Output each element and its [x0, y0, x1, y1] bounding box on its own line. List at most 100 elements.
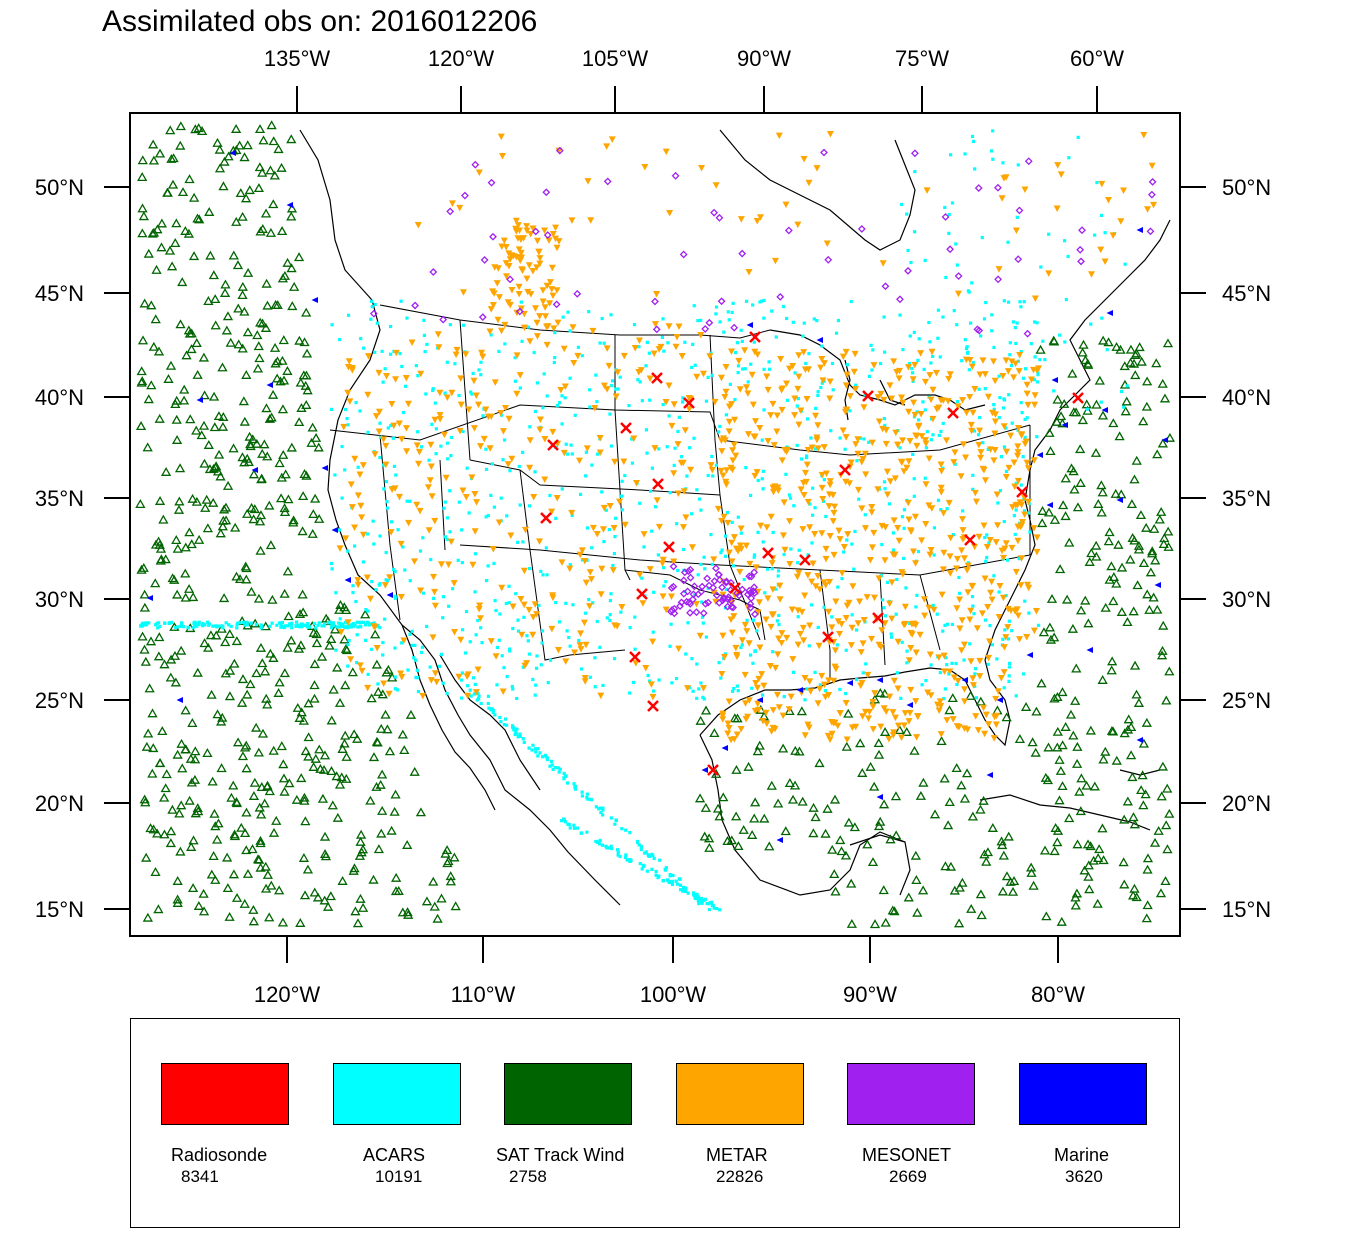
- metar-marker: [499, 152, 507, 160]
- acars-marker: [572, 823, 576, 827]
- sat-track-wind-marker: [370, 629, 381, 639]
- acars-marker: [623, 473, 627, 478]
- acars-marker: [887, 502, 892, 506]
- metar-marker: [992, 695, 1000, 703]
- sat-track-wind-marker: [718, 792, 729, 802]
- acars-marker: [542, 372, 546, 376]
- sat-track-wind-marker: [191, 425, 202, 435]
- acars-marker: [953, 462, 957, 466]
- acars-marker: [998, 489, 1003, 493]
- acars-marker: [648, 398, 652, 402]
- acars-marker: [936, 336, 940, 340]
- acars-marker: [973, 667, 978, 671]
- metar-marker: [611, 458, 619, 466]
- metar-marker: [913, 734, 921, 741]
- metar-marker: [894, 638, 902, 646]
- sat-track-wind-marker: [1070, 900, 1081, 910]
- sat-track-wind-marker: [1049, 514, 1061, 524]
- sat-track-wind-marker: [183, 583, 195, 593]
- acars-marker: [508, 469, 512, 473]
- sat-track-wind-marker: [211, 461, 222, 471]
- acars-marker: [568, 563, 572, 567]
- metar-marker: [719, 472, 727, 480]
- mesonet-marker: [686, 573, 695, 582]
- acars-marker: [296, 623, 300, 627]
- metar-marker: [1117, 218, 1125, 225]
- metar-marker: [918, 433, 926, 440]
- acars-marker: [938, 355, 942, 359]
- metar-marker: [568, 217, 576, 224]
- acars-marker: [607, 527, 611, 532]
- acars-marker: [777, 613, 781, 618]
- acars-marker: [762, 316, 766, 320]
- acars-marker: [928, 340, 932, 344]
- acars-marker: [391, 436, 395, 440]
- sat-track-wind-marker: [239, 152, 250, 162]
- metar-marker: [674, 441, 682, 448]
- acars-marker: [742, 577, 746, 582]
- acars-marker: [503, 438, 507, 442]
- metar-marker: [926, 551, 934, 559]
- acars-marker: [423, 349, 427, 354]
- acars-marker: [923, 476, 927, 480]
- acars-marker: [1032, 378, 1037, 382]
- acars-marker: [568, 826, 572, 830]
- sat-track-wind-marker: [334, 604, 345, 614]
- metar-marker: [868, 544, 876, 551]
- sat-track-wind-marker: [867, 857, 879, 867]
- acars-marker: [354, 400, 358, 405]
- metar-marker: [1012, 568, 1020, 576]
- acars-marker: [675, 522, 679, 526]
- metar-marker: [768, 611, 776, 619]
- acars-marker: [929, 663, 933, 667]
- metar-marker: [999, 373, 1007, 380]
- acars-marker: [714, 312, 718, 316]
- metar-marker: [922, 440, 930, 448]
- sat-track-wind-marker: [360, 609, 371, 619]
- sat-track-wind-marker: [754, 740, 765, 750]
- acars-marker: [562, 777, 566, 781]
- sat-track-wind-marker: [355, 829, 367, 839]
- acars-marker: [412, 656, 416, 660]
- metar-marker: [954, 403, 962, 410]
- acars-marker: [381, 463, 386, 467]
- metar-marker: [632, 660, 640, 667]
- metar-marker: [987, 589, 995, 597]
- sat-track-wind-marker: [1082, 358, 1093, 368]
- metar-marker: [971, 543, 979, 551]
- acars-marker: [507, 601, 511, 605]
- acars-marker: [955, 263, 959, 267]
- sat-track-wind-marker: [137, 335, 149, 345]
- acars-marker: [393, 675, 397, 679]
- acars-marker: [268, 624, 272, 628]
- sat-track-wind-marker: [229, 831, 241, 841]
- acars-marker: [912, 494, 916, 498]
- metar-marker: [935, 654, 943, 661]
- mesonet-marker: [446, 207, 455, 216]
- sat-track-wind-marker: [1149, 837, 1161, 847]
- acars-marker: [602, 341, 606, 345]
- metar-marker: [925, 455, 933, 462]
- sat-track-wind-marker: [246, 586, 257, 596]
- acars-marker: [306, 625, 311, 629]
- metar-marker: [892, 429, 900, 437]
- acars-marker: [469, 694, 473, 698]
- metar-marker: [609, 567, 617, 574]
- metar-marker: [1002, 540, 1010, 547]
- sat-track-wind-marker: [355, 836, 366, 846]
- metar-marker: [366, 595, 374, 603]
- metar-marker: [992, 539, 1000, 546]
- acars-marker: [1023, 435, 1027, 439]
- metar-marker: [1014, 477, 1022, 485]
- metar-marker: [921, 612, 929, 620]
- metar-marker: [861, 450, 869, 458]
- sat-track-wind-marker: [212, 466, 224, 476]
- acars-marker: [589, 797, 593, 802]
- sat-track-wind-marker: [1085, 725, 1096, 735]
- acars-marker: [538, 751, 542, 755]
- acars-marker: [636, 840, 640, 845]
- metar-marker: [580, 619, 588, 627]
- mesonet-marker: [703, 574, 712, 583]
- acars-marker: [449, 454, 453, 458]
- acars-marker: [855, 459, 859, 463]
